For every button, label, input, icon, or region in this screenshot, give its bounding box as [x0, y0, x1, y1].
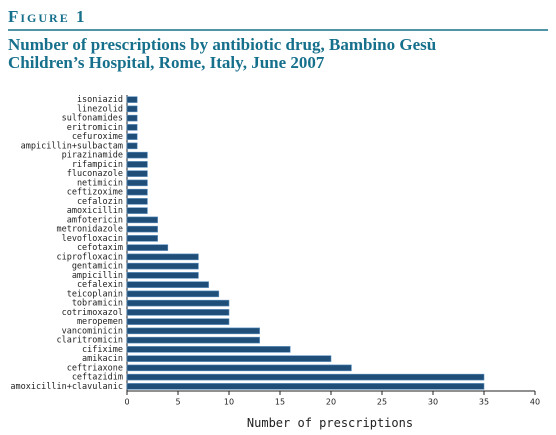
bar — [126, 198, 148, 205]
x-tick-label: 0 — [124, 398, 129, 407]
y-tick-label: netimicin — [77, 178, 123, 188]
y-tick-label: ampicillin+sulbactam — [21, 141, 123, 151]
x-tick-label: 20 — [326, 398, 336, 407]
y-tick-label: linezolid — [77, 104, 123, 114]
y-tick-label: cifixime — [82, 345, 123, 355]
bar — [126, 364, 352, 372]
y-tick-label: pirazinamide — [62, 151, 123, 161]
y-tick-label: eritromicin — [67, 123, 123, 133]
bar — [126, 281, 209, 288]
bar — [126, 253, 199, 261]
bar — [126, 272, 199, 279]
bar — [126, 142, 138, 150]
y-tick-label: cefotaxim — [77, 243, 123, 253]
y-tick-label: meropemen — [77, 317, 123, 327]
figure-label: Figure 1 — [8, 7, 86, 26]
bar — [126, 124, 138, 131]
x-tick-label: 35 — [479, 398, 489, 407]
chart-title: Children’s Hospital, Rome, Italy, June 2… — [8, 53, 325, 72]
y-tick-label: sulfonamides — [62, 114, 123, 124]
y-tick-label: claritromicin — [56, 336, 123, 346]
bar — [126, 262, 199, 270]
bar — [126, 336, 260, 344]
y-tick-label: tobramicin — [72, 299, 123, 309]
bar — [126, 133, 138, 140]
bar — [126, 346, 291, 353]
x-tick-label: 30 — [428, 398, 438, 407]
bar — [126, 151, 148, 159]
y-tick-label: levofloxacin — [62, 234, 123, 244]
bar — [126, 235, 158, 242]
bar — [126, 188, 148, 196]
y-tick-label: gentamicin — [72, 262, 123, 272]
x-tick-label: 40 — [530, 398, 540, 407]
bar — [126, 383, 485, 390]
y-tick-label: fluconazole — [67, 169, 123, 179]
y-tick-label: cefalozin — [77, 197, 123, 207]
bar — [126, 179, 148, 187]
y-tick-label: teicoplanin — [67, 289, 123, 299]
y-tick-label: ceftriaxone — [67, 363, 123, 373]
bar — [126, 161, 148, 168]
y-tick-label: metronidazole — [56, 225, 123, 235]
bar — [126, 114, 138, 122]
y-tick-label: ciprofloxacin — [56, 252, 123, 262]
y-tick-label: vancominicin — [62, 326, 123, 336]
bar — [126, 225, 158, 233]
x-tick-label: 25 — [377, 398, 387, 407]
bar — [126, 244, 169, 251]
y-tick-label: ceftazidim — [72, 373, 123, 383]
y-tick-label: isoniazid — [77, 95, 123, 105]
x-tick-label: 5 — [175, 398, 180, 407]
x-tick-label: 15 — [275, 398, 285, 407]
bar — [126, 318, 230, 325]
bar — [126, 170, 148, 177]
y-tick-label: amoxicillin+clavulanic — [10, 382, 123, 392]
x-axis-label: Number of prescriptions — [247, 416, 413, 430]
y-tick-label: amfotericin — [67, 215, 123, 225]
bar — [126, 355, 332, 362]
bar — [126, 299, 230, 307]
y-tick-label: ceftizoxime — [67, 188, 123, 198]
bar — [126, 105, 138, 113]
x-tick-label: 10 — [224, 398, 234, 407]
bar — [126, 327, 260, 335]
y-tick-label: cefalexin — [77, 280, 123, 290]
bar — [126, 290, 220, 298]
y-tick-label: cefuroxime — [72, 132, 123, 142]
y-tick-label: rifampicin — [72, 160, 123, 170]
y-tick-label: ampicillin — [72, 271, 123, 281]
bar — [126, 207, 148, 214]
chart-title: Number of prescriptions by antibiotic dr… — [8, 35, 436, 54]
y-tick-label: cotrimoxazol — [62, 308, 123, 318]
y-tick-label: amikacin — [82, 354, 123, 364]
bar — [126, 373, 485, 381]
y-tick-label: amoxicillin — [67, 206, 123, 216]
bar — [126, 309, 230, 316]
bar — [126, 216, 158, 224]
bar — [126, 96, 138, 103]
